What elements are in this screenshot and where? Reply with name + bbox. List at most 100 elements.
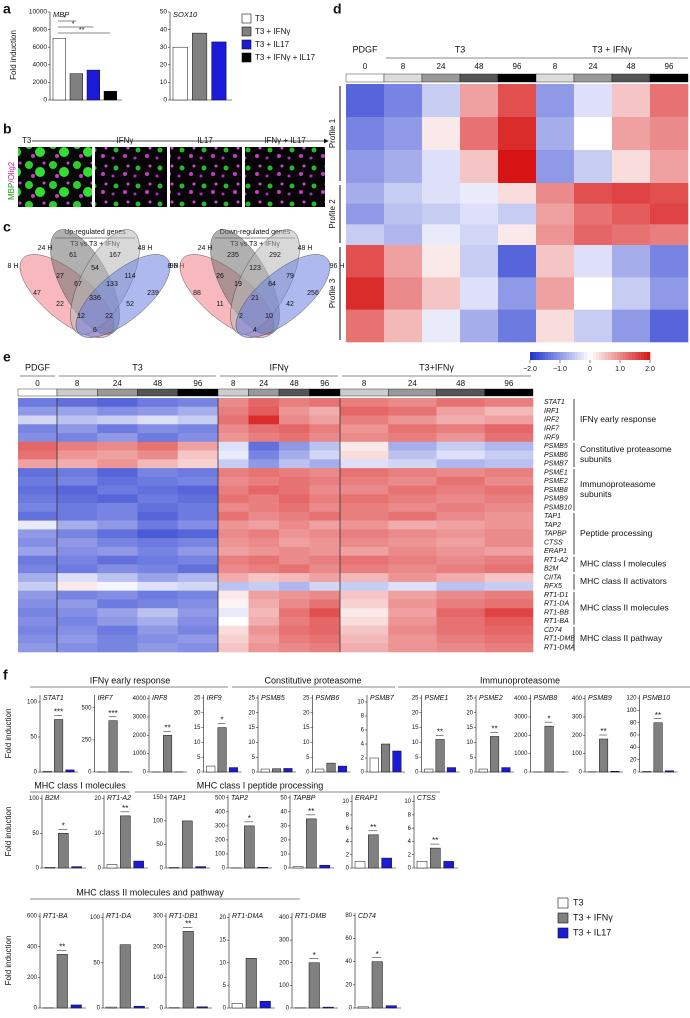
bar xyxy=(69,73,83,101)
heat-cell xyxy=(279,599,310,609)
heat-cell xyxy=(279,476,310,486)
y-tick-label: 10 xyxy=(303,740,310,746)
y-tick-label: 0 xyxy=(361,770,365,776)
y-tick-label: 10 xyxy=(160,79,168,86)
bar xyxy=(326,762,336,773)
category-label: subunits xyxy=(580,489,612,499)
timepoint-label: 8 xyxy=(75,379,80,388)
bar xyxy=(392,750,402,773)
colorbar-step xyxy=(563,352,567,360)
bar xyxy=(381,857,392,869)
heat-cell xyxy=(279,643,310,653)
heat-cell xyxy=(388,406,437,416)
heat-cell xyxy=(57,581,98,591)
heat-cell xyxy=(388,494,437,504)
y-tick-label: 4 xyxy=(408,839,412,845)
heat-cell xyxy=(57,599,98,609)
y-tick-label: 40 xyxy=(630,745,637,751)
heat-cell xyxy=(57,415,98,425)
y-tick-label: 10 xyxy=(280,852,287,858)
colorbar-step xyxy=(572,352,576,360)
heat-cell xyxy=(484,643,534,653)
heat-cell xyxy=(177,433,219,443)
heat-cell xyxy=(218,520,249,530)
heat-cell xyxy=(422,117,461,151)
bar xyxy=(446,767,456,773)
y-tick-label: 0 xyxy=(346,866,350,872)
bar xyxy=(322,1006,334,1009)
bar xyxy=(260,768,270,773)
colorbar-step xyxy=(632,352,636,360)
heat-cell xyxy=(97,406,138,416)
timepoint-label: 0 xyxy=(35,379,40,388)
timepoint-label: 24 xyxy=(259,379,268,388)
y-tick-label: 10 xyxy=(357,700,364,706)
y-tick-label: 300 xyxy=(279,938,290,944)
heat-cell xyxy=(340,424,389,434)
heat-cell xyxy=(18,643,58,653)
heat-cell xyxy=(218,599,249,609)
heat-cell xyxy=(484,538,534,548)
time-bar xyxy=(573,73,613,83)
heat-cell xyxy=(97,476,138,486)
heat-cell xyxy=(340,538,389,548)
y-tick-label: 15 xyxy=(466,725,473,731)
section-title: MHC class II molecules and pathway xyxy=(76,887,224,897)
y-tick-label: 6 xyxy=(361,728,365,734)
heat-cell xyxy=(177,520,219,530)
heat-cell xyxy=(436,406,486,416)
heat-cell xyxy=(346,183,385,204)
heat-cell xyxy=(18,459,58,469)
y-tick-label: 0 xyxy=(36,866,40,872)
y-tick-label: 0 xyxy=(34,1006,38,1012)
heat-cell xyxy=(436,581,486,591)
sig-label: ** xyxy=(655,711,661,720)
time-bar xyxy=(535,73,575,83)
heat-cell xyxy=(18,520,58,530)
time-bar xyxy=(388,388,437,397)
heat-cell xyxy=(388,616,437,627)
heat-cell xyxy=(248,494,280,504)
heat-cell xyxy=(218,450,249,460)
heat-cell xyxy=(137,415,179,425)
gene-label: PSMB10 xyxy=(544,504,572,511)
y-tick-label: 8 xyxy=(346,812,350,818)
region-count: 167 xyxy=(109,252,121,259)
heat-cell xyxy=(422,183,461,204)
heat-cell xyxy=(484,494,534,504)
panel-label: d xyxy=(333,1,342,17)
heat-cell xyxy=(97,520,138,530)
heat-cell xyxy=(309,643,341,653)
heat-cell xyxy=(248,485,280,495)
heat-cell xyxy=(97,608,138,618)
chart-title: STAT1 xyxy=(43,695,64,702)
heat-cell xyxy=(436,546,486,556)
heat-cell xyxy=(279,459,310,469)
bar xyxy=(369,757,379,773)
y-tick-label: 15 xyxy=(412,725,419,731)
colorbar-step xyxy=(644,352,648,360)
heat-cell xyxy=(346,117,385,151)
y-tick-label: 15 xyxy=(194,725,201,731)
legend-label: T3 xyxy=(255,14,265,23)
heat-cell xyxy=(388,433,437,443)
gene-label: RT1-A2 xyxy=(544,557,568,564)
heat-cell xyxy=(18,433,58,443)
heat-cell xyxy=(388,476,437,486)
heat-cell xyxy=(97,459,138,469)
colorbar-step xyxy=(614,352,618,360)
heat-cell xyxy=(18,511,58,521)
sig-label: ** xyxy=(308,807,314,816)
heat-cell xyxy=(18,546,58,556)
heat-cell xyxy=(340,616,389,627)
heat-cell xyxy=(536,150,575,184)
gene-label: PSMB8 xyxy=(544,487,568,494)
bar xyxy=(664,770,674,773)
heat-cell xyxy=(279,398,310,408)
chart-title: TAP1 xyxy=(169,795,186,802)
timepoint-label: 48 xyxy=(153,379,162,388)
heat-cell xyxy=(248,634,280,644)
heat-cell xyxy=(384,224,423,246)
heat-cell xyxy=(137,441,179,451)
heat-cell xyxy=(612,183,651,204)
